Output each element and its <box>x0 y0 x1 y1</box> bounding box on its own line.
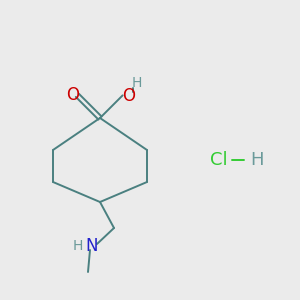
Text: Cl: Cl <box>210 151 228 169</box>
Text: H: H <box>250 151 263 169</box>
Text: O: O <box>122 87 135 105</box>
Text: H: H <box>131 76 142 90</box>
Text: N: N <box>86 237 98 255</box>
Text: O: O <box>66 86 79 104</box>
Text: H: H <box>73 239 83 253</box>
